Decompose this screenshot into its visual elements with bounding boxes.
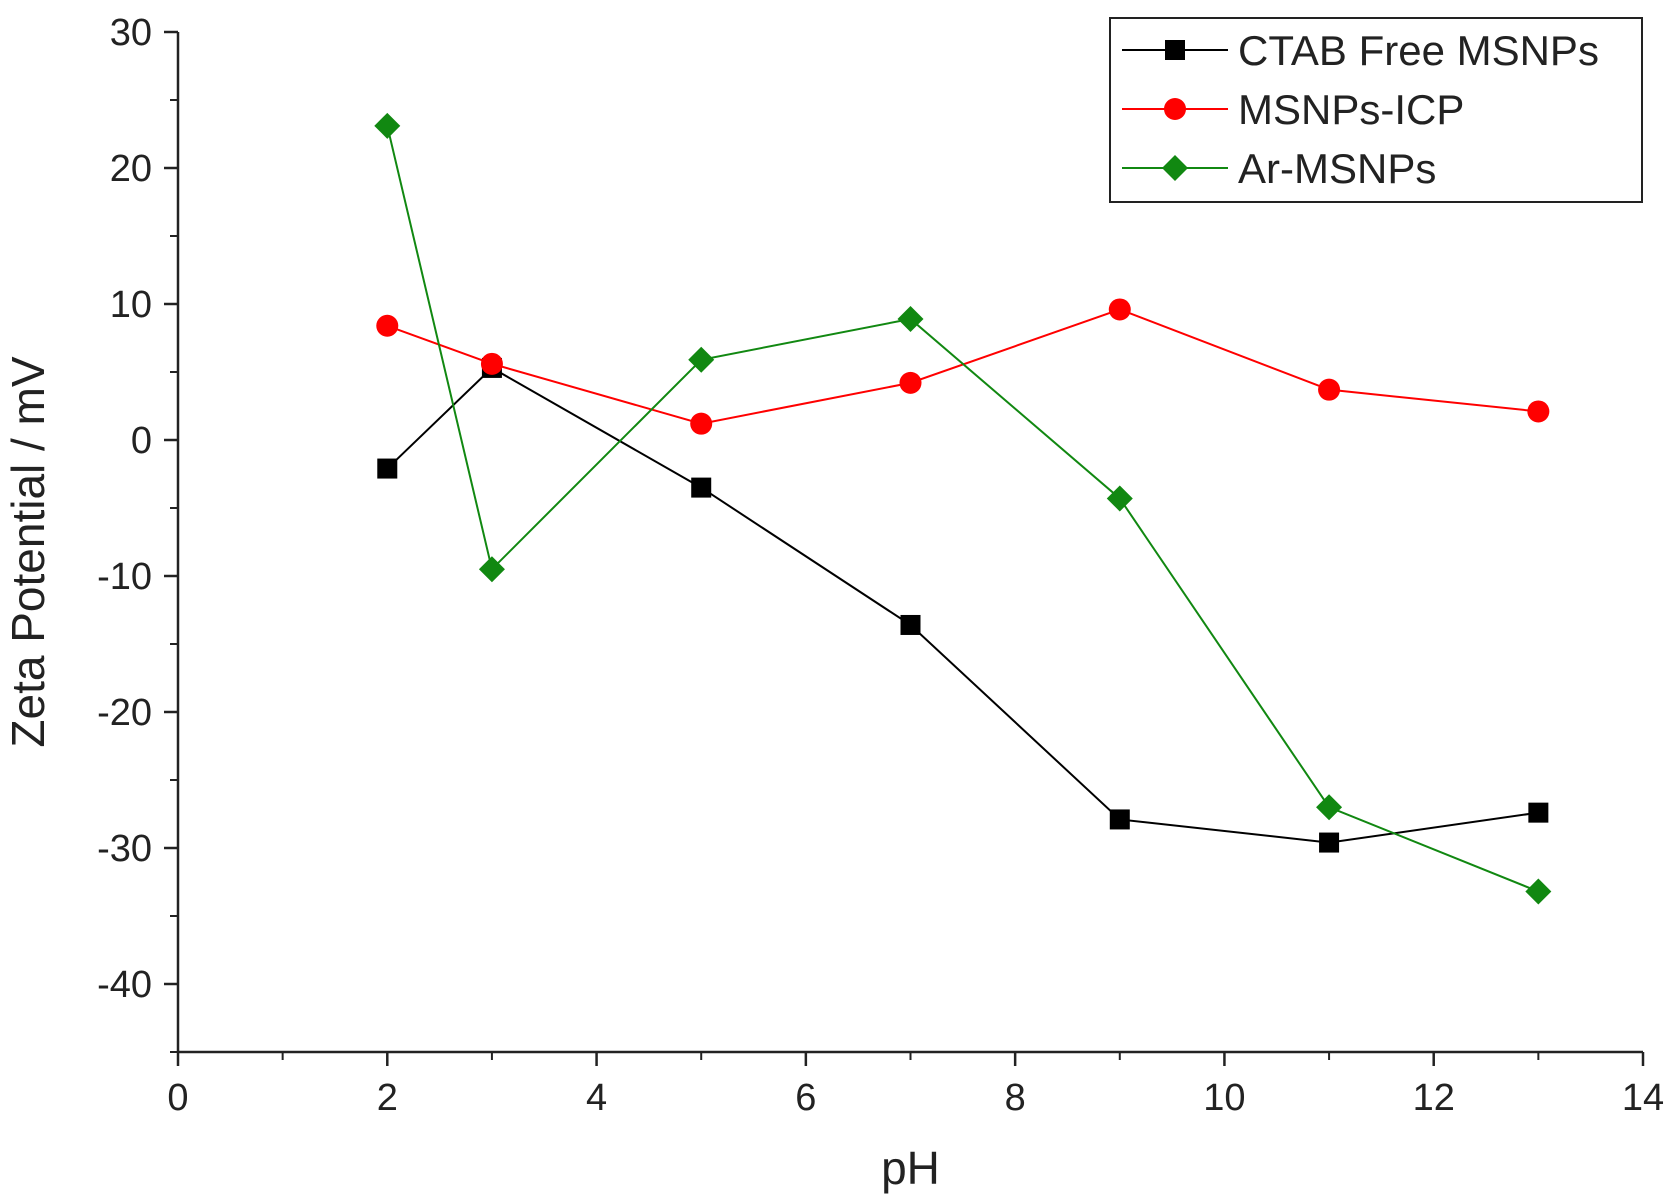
y-axis-title: Zeta Potential / mV [2,356,54,747]
data-point-msnps-icp [1108,298,1131,321]
axes: 0 2 4 6 8 10 12 14 -40 -30 -20 -10 0 10 20 30 [97,12,1664,1119]
legend-label: Ar-MSNPs [1238,145,1436,192]
series-layer [374,112,1552,905]
series-ar-msnps [374,112,1552,905]
legend-label: MSNPs-ICP [1238,86,1464,133]
data-point-ar-msnps [1316,794,1343,821]
data-point-ar-msnps [374,112,401,139]
x-tick-label: 4 [586,1077,607,1119]
data-point-ar-msnps [1106,485,1133,512]
x-axis-title: pH [881,1142,940,1194]
x-tick-label: 12 [1413,1077,1455,1119]
legend-marker [1164,98,1186,120]
x-tick-label: 8 [1005,1077,1026,1119]
x-tick-label: 14 [1622,1077,1664,1119]
data-point-ctab-free-msnps [1109,809,1130,830]
data-point-ctab-free-msnps [1528,802,1549,823]
y-tick-label: -10 [97,556,152,598]
legend-marker [1162,155,1188,181]
y-tick-label: 0 [131,420,152,462]
y-tick-label: -30 [97,828,152,870]
y-tick-label: 30 [110,12,152,54]
series-msnps-icp [376,298,1550,435]
data-point-ar-msnps [688,346,715,373]
data-point-msnps-icp [480,352,503,375]
data-point-ctab-free-msnps [1319,832,1340,853]
legend-label: CTAB Free MSNPs [1238,27,1599,74]
legend-marker [1165,40,1185,60]
data-point-ar-msnps [478,556,505,583]
y-tick-label: 10 [110,284,152,326]
data-point-ctab-free-msnps [691,477,712,498]
data-point-ar-msnps [1525,878,1552,905]
series-line-ctab-free-msnps [386,366,1539,844]
data-point-msnps-icp [376,314,399,337]
x-tick-label: 2 [377,1077,398,1119]
data-point-msnps-icp [899,371,922,394]
series-line-ar-msnps [386,125,1539,893]
legend-item-ctab-free-msnps: CTAB Free MSNPs [1122,27,1599,74]
data-point-msnps-icp [1318,378,1341,401]
data-point-msnps-icp [1527,400,1550,423]
y-tick-label: 20 [110,148,152,190]
data-point-ar-msnps [897,305,924,332]
x-tick-label: 0 [167,1077,188,1119]
y-tick-label: -20 [97,692,152,734]
legend: CTAB Free MSNPs MSNPs-ICP Ar-MSNPs [1109,17,1643,203]
x-tick-label: 6 [795,1077,816,1119]
x-tick-label: 10 [1203,1077,1245,1119]
data-point-ctab-free-msnps [900,614,921,635]
legend-item-msnps-icp: MSNPs-ICP [1122,86,1464,133]
data-point-msnps-icp [690,412,713,435]
y-tick-label: -40 [97,964,152,1006]
series-ctab-free-msnps [377,357,1549,853]
legend-item-ar-msnps: Ar-MSNPs [1122,145,1436,192]
data-point-ctab-free-msnps [377,458,398,479]
